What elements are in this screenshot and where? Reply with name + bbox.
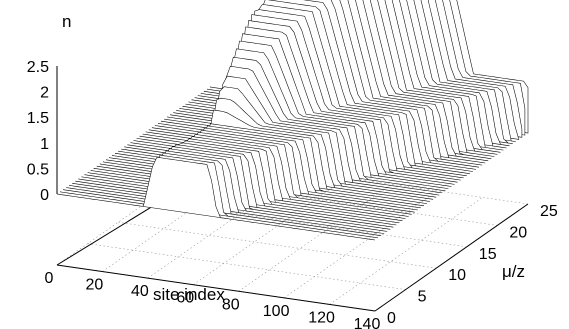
axis-labels: n site index μ/z <box>62 12 525 304</box>
x-grid-line <box>102 164 256 272</box>
y-grid-line <box>87 243 406 290</box>
y-axis-label: μ/z <box>502 262 525 281</box>
y-grid-line <box>179 179 498 226</box>
y-grid-line <box>209 157 529 205</box>
y-tick-label: 15 <box>479 246 497 263</box>
x-axis-line <box>56 264 376 312</box>
x-grid-line <box>56 157 211 266</box>
z-tick-label: 0.5 <box>27 161 49 178</box>
z-tick-label: 0 <box>40 187 49 204</box>
x-tick-label: 80 <box>222 296 240 313</box>
tick-labels: 0 0.5 1 1.5 2 2.5 0 20 40 60 80 100 120 140 0 5 10 15 20 25 <box>27 59 558 329</box>
x-grid-line <box>283 190 438 299</box>
surface-line <box>60 154 379 239</box>
z-tick-label: 2 <box>40 85 49 102</box>
x-tick-label: 140 <box>354 316 381 329</box>
x-grid-line <box>147 170 302 279</box>
x-axis-label: site index <box>153 285 225 304</box>
x-tick-label: 60 <box>176 290 194 307</box>
z-tick-label: 1.5 <box>27 110 49 127</box>
y-axis-line <box>374 203 529 312</box>
surface-line <box>63 152 382 236</box>
x-tick-label: 40 <box>131 283 149 300</box>
y-tick-label: 5 <box>418 289 427 306</box>
x-grid-line <box>329 197 483 305</box>
y-tick-label: 10 <box>448 267 466 284</box>
surface-line <box>56 157 376 241</box>
y-tick-label: 20 <box>509 224 527 241</box>
x-tick-label: 0 <box>45 270 54 287</box>
x-grid-line <box>238 184 392 292</box>
y-tick-label: 0 <box>387 310 396 327</box>
x-tick-label: 20 <box>86 277 104 294</box>
z-axis-label: n <box>62 12 71 31</box>
axes <box>56 66 529 312</box>
x-tick-label: 100 <box>263 303 290 320</box>
y-grid-line <box>118 221 437 269</box>
y-tick-label: 25 <box>540 203 558 220</box>
z-tick-label: 2.5 <box>27 59 49 76</box>
x-tick-label: 120 <box>308 309 335 326</box>
x-grid-line <box>193 177 347 285</box>
surface-curves <box>56 0 529 241</box>
y-grid-line <box>148 200 467 248</box>
z-tick-label: 1 <box>40 136 49 153</box>
